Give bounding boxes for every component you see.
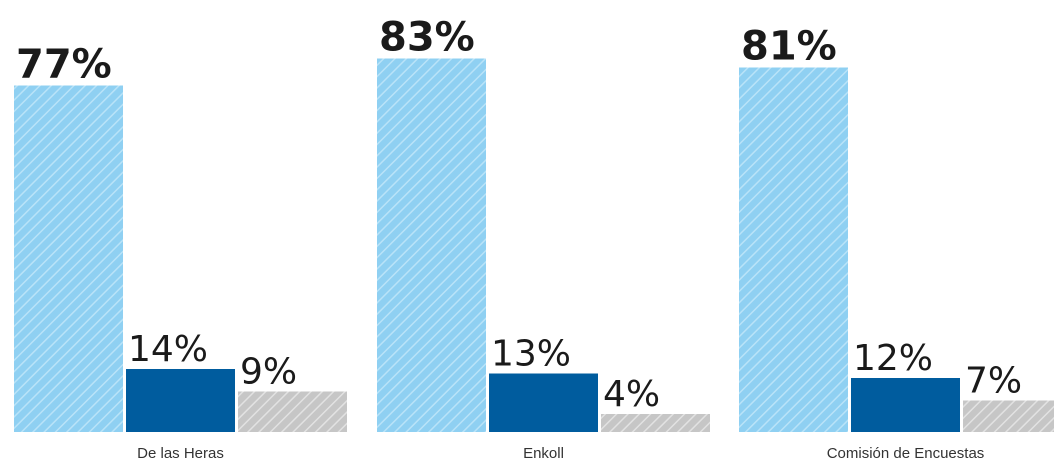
bar-2-1 (377, 58, 486, 432)
category-label-3: Comisión de Encuestas (827, 445, 985, 462)
bar-1-1 (14, 85, 123, 432)
value-label-2-2: 13% (491, 334, 571, 375)
value-label-3-2: 12% (853, 338, 933, 379)
value-label-1-1: 77% (16, 42, 112, 88)
bar-2-3 (601, 414, 710, 432)
category-label-2: Enkoll (523, 445, 564, 462)
value-labels-group: 77% 14% 9% 83% 13% 4% 81% 12% 7% (16, 15, 1022, 416)
bar-3-1 (739, 67, 848, 432)
value-label-3-1: 81% (741, 24, 837, 70)
category-label-1: De las Heras (137, 445, 224, 462)
bars-group (14, 58, 1054, 432)
value-label-3-3: 7% (965, 361, 1022, 402)
value-label-2-1: 83% (379, 15, 475, 61)
category-labels-group: De las Heras Enkoll Comisión de Encuestas (137, 445, 984, 462)
bar-3-3 (963, 400, 1054, 432)
value-label-2-3: 4% (603, 374, 660, 415)
bar-3-2 (851, 378, 960, 432)
bar-1-3 (238, 391, 347, 432)
bar-2-2 (489, 373, 598, 432)
value-label-1-3: 9% (240, 352, 297, 393)
value-label-1-2: 14% (128, 329, 208, 370)
bar-1-2 (126, 369, 235, 432)
